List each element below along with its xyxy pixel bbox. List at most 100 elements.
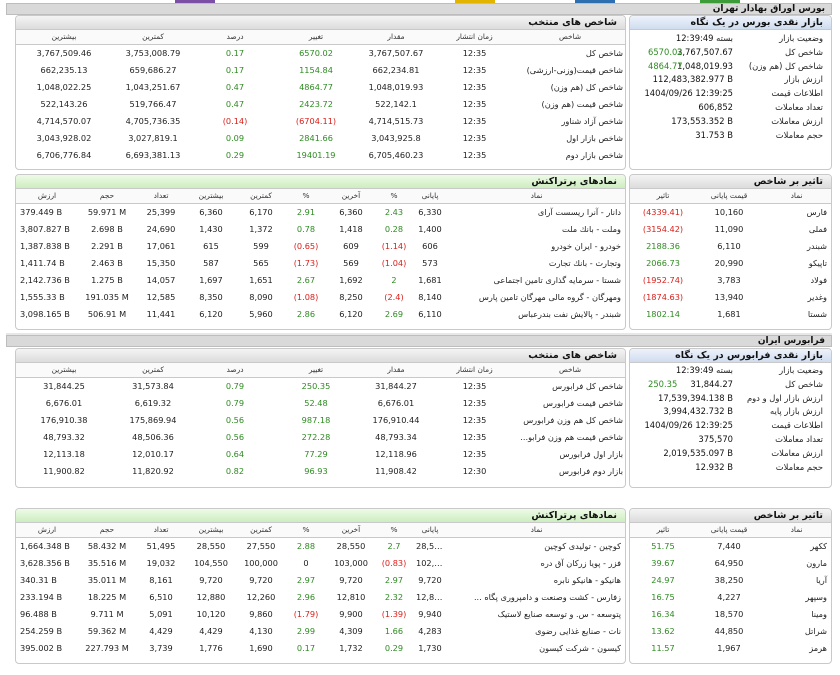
symbol-name-link[interactable]: وملت - بانك ملت — [448, 220, 625, 237]
symbol-row[interactable]: 1,664.348 B 58.432 M 51,495 28,550 27,550 2.8… — [16, 537, 625, 554]
col-value[interactable]: مقدار — [356, 30, 436, 44]
index-row[interactable]: 3,767,509.46 3,753,008.79 0.17 6570.02 3,767… — [16, 44, 626, 61]
symbol-row[interactable]: 3,807.827 B 2.698 B 24,690 1,430 1,372 0.78 1,… — [16, 220, 625, 237]
impact-symbol-link[interactable]: ومینا — [762, 605, 831, 622]
index-row[interactable]: 4,714,570.07 4,705,736.35 (0.14) (6704.11) 4… — [16, 112, 626, 129]
col-name[interactable]: شاخص — [513, 363, 626, 377]
index-row[interactable]: 3,043,928.02 3,027,819.1 0.09 2841.66 3,043,… — [16, 129, 626, 146]
col-change[interactable]: تغییر — [276, 363, 356, 377]
col-close[interactable]: پایانی — [412, 523, 448, 537]
impact-row[interactable]: (4339.41) 10,160 فارس — [630, 203, 831, 220]
index-row[interactable]: 11,900.82 11,820.92 0.82 96.93 11,908.42 12:3… — [16, 462, 626, 479]
symbol-row[interactable]: 340.31 B 35.011 M 8,161 9,720 9,720 2.97 9,720… — [16, 571, 625, 588]
symbol-row[interactable]: 1,387.838 B 2.291 B 17,061 615 599 (0.65) 609 (… — [16, 237, 625, 254]
impact-symbol-link[interactable]: فملی — [762, 220, 831, 237]
col-count[interactable]: تعداد — [136, 523, 186, 537]
impact-row[interactable]: 1802.14 1,681 شستا — [630, 305, 831, 322]
col-symbol[interactable]: نماد — [762, 189, 831, 203]
symbol-name-link[interactable]: كيسون - شركت كيسون — [448, 639, 625, 656]
symbol-row[interactable]: 233.194 B 18.225 M 6,510 12,880 12,260 2.96 12… — [16, 588, 625, 605]
index-row[interactable]: 176,910.38 175,869.94 0.56 987.18 176,910.44… — [16, 411, 626, 428]
symbol-row[interactable]: 3,098.165 B 506.91 M 11,441 6,120 5,960 2.86 6… — [16, 305, 625, 322]
symbol-row[interactable]: 2,142.736 B 1.275 B 14,057 1,697 1,651 2.67 1,… — [16, 271, 625, 288]
impact-row[interactable]: 39.67 64,950 مارون — [630, 554, 831, 571]
col-impact[interactable]: تاثیر — [630, 523, 696, 537]
col-high[interactable]: بیشترین — [186, 523, 236, 537]
col-symbol[interactable]: نماد — [448, 189, 625, 203]
symbol-row[interactable]: 3,628.356 B 35.516 M 19,032 104,550 100,000 0… — [16, 554, 625, 571]
impact-row[interactable]: 51.75 7,440 ککهر — [630, 537, 831, 554]
impact-symbol-link[interactable]: هرمز — [762, 639, 831, 656]
impact-symbol-link[interactable]: آریا — [762, 571, 831, 588]
col-value[interactable]: ارزش — [16, 189, 78, 203]
symbol-name-link[interactable]: دانار - آنرا ریسست آرای — [448, 203, 625, 220]
col-value[interactable]: مقدار — [356, 363, 436, 377]
impact-symbol-link[interactable]: شستا — [762, 305, 831, 322]
col-pct[interactable]: درصد — [194, 363, 276, 377]
index-row[interactable]: 6,706,776.84 6,693,381.13 0.29 19401.19 6,70… — [16, 146, 626, 163]
col-volume[interactable]: حجم — [78, 189, 136, 203]
index-row[interactable]: 6,676.01 6,619.32 0.79 52.48 6,676.01 12:35 شا… — [16, 394, 626, 411]
col-volume[interactable]: حجم — [78, 523, 136, 537]
col-change[interactable]: تغییر — [276, 30, 356, 44]
impact-symbol-link[interactable]: شبندر — [762, 237, 831, 254]
impact-symbol-link[interactable]: ککهر — [762, 537, 831, 554]
col-close-pct[interactable]: % — [376, 523, 412, 537]
col-close-pct[interactable]: % — [376, 189, 412, 203]
col-high[interactable]: بیشترین — [16, 363, 112, 377]
col-time[interactable]: زمان انتشار — [436, 363, 513, 377]
symbol-row[interactable]: 96.488 B 9.711 M 5,091 10,120 9,860 (1.79) 9,9… — [16, 605, 625, 622]
symbol-row[interactable]: 395.002 B 227.793 M 3,739 1,776 1,690 0.17 1,7… — [16, 639, 625, 656]
index-row[interactable]: 1,048,022.25 1,043,251.67 0.47 4864.77 1,048… — [16, 78, 626, 95]
symbol-name-link[interactable]: پتوسعه - س. و توسعه صنايع لاستيک — [448, 605, 625, 622]
symbol-row[interactable]: 379.449 B 59.971 M 25,399 6,360 6,170 2.91 6,3… — [16, 203, 625, 220]
symbol-name-link[interactable]: خودرو - ايران خودرو — [448, 237, 625, 254]
impact-symbol-link[interactable]: وغدیر — [762, 288, 831, 305]
col-close[interactable]: پایانی — [412, 189, 448, 203]
col-impact[interactable]: تاثیر — [630, 189, 696, 203]
col-low[interactable]: کمترین — [236, 189, 286, 203]
impact-row[interactable]: 11.57 1,967 هرمز — [630, 639, 831, 656]
col-symbol[interactable]: نماد — [448, 523, 625, 537]
col-high[interactable]: بیشترین — [186, 189, 236, 203]
index-row[interactable]: 31,844.25 31,573.84 0.79 250.35 31,844.27 12:… — [16, 377, 626, 394]
impact-symbol-link[interactable]: تاپیکو — [762, 254, 831, 271]
impact-symbol-link[interactable]: وسپهر — [762, 588, 831, 605]
symbol-name-link[interactable]: كوچين - توليدی كوچين — [448, 537, 625, 554]
col-low[interactable]: کمترین — [112, 30, 194, 44]
index-row[interactable]: 662,235.13 659,686.27 0.17 1154.84 662,234.8… — [16, 61, 626, 78]
symbol-name-link[interactable]: وتجارت - بانك تجارت — [448, 254, 625, 271]
impact-symbol-link[interactable]: فارس — [762, 203, 831, 220]
col-pct[interactable]: درصد — [194, 30, 276, 44]
index-row[interactable]: 522,143.26 519,766.47 0.47 2423.72 522,142.1… — [16, 95, 626, 112]
impact-row[interactable]: (1874.63) 13,940 وغدیر — [630, 288, 831, 305]
symbol-name-link[interactable]: شستا - سرمايه گذاری تامين اجتماعی — [448, 271, 625, 288]
symbol-name-link[interactable]: نات - صنايع غذايی رضوی — [448, 622, 625, 639]
col-last-pct[interactable]: % — [286, 189, 326, 203]
index-row[interactable]: 12,113.18 12,010.17 0.64 77.29 12,118.96 12:3… — [16, 445, 626, 462]
impact-row[interactable]: 2188.36 6,110 شبندر — [630, 237, 831, 254]
symbol-row[interactable]: 254.259 B 59.362 M 4,429 4,429 4,130 2.99 4,30… — [16, 622, 625, 639]
col-low[interactable]: کمترین — [236, 523, 286, 537]
col-last-pct[interactable]: % — [286, 523, 326, 537]
col-value[interactable]: ارزش — [16, 523, 78, 537]
col-high[interactable]: بیشترین — [16, 30, 112, 44]
col-last[interactable]: آخرین — [326, 523, 376, 537]
impact-symbol-link[interactable]: مارون — [762, 554, 831, 571]
index-row[interactable]: 48,793.32 48,506.36 0.56 272.28 48,793.34 12:… — [16, 428, 626, 445]
symbol-name-link[interactable]: فزر - پويا زركان آق دره — [448, 554, 625, 571]
col-close-price[interactable]: قیمت پایانی — [696, 523, 762, 537]
col-low[interactable]: کمترین — [112, 363, 194, 377]
symbol-name-link[interactable]: ومهرگان - گروه مالی مهرگان تامين پارس — [448, 288, 625, 305]
col-time[interactable]: زمان انتشار — [436, 30, 513, 44]
col-symbol[interactable]: نماد — [762, 523, 831, 537]
impact-row[interactable]: (1952.74) 3,783 فولاد — [630, 271, 831, 288]
symbol-name-link[interactable]: شبندر - پالايش نفت بندرعباس — [448, 305, 625, 322]
impact-symbol-link[interactable]: شراتل — [762, 622, 831, 639]
impact-row[interactable]: 13.62 44,850 شراتل — [630, 622, 831, 639]
symbol-name-link[interactable]: هانيكو - هانيكو نابره — [448, 571, 625, 588]
symbol-row[interactable]: 1,411.74 B 2.463 B 15,350 587 565 (1.73) 569 (1… — [16, 254, 625, 271]
col-count[interactable]: تعداد — [136, 189, 186, 203]
impact-row[interactable]: 16.34 18,570 ومینا — [630, 605, 831, 622]
col-close-price[interactable]: قیمت پایانی — [696, 189, 762, 203]
